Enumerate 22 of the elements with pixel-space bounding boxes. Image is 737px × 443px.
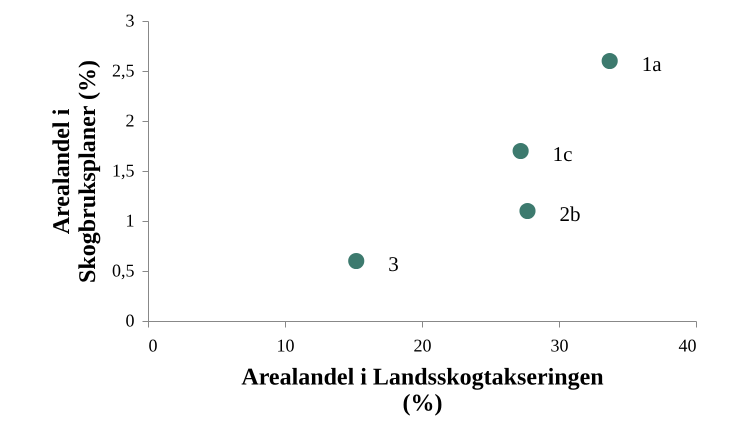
y-tick-label: 1,5 xyxy=(112,160,134,180)
point xyxy=(512,142,529,160)
y-tick-label: 0,5 xyxy=(112,260,134,280)
y-tick-label: 3 xyxy=(126,10,134,30)
x-axis-title: Arealandel i Landsskogtakseringen (%) xyxy=(241,364,604,416)
y-tick-label: 2,5 xyxy=(112,60,134,80)
point xyxy=(348,252,364,270)
y-tick-label: 1 xyxy=(126,210,134,230)
annotation: 3 xyxy=(388,252,399,276)
y-tick-label: 2 xyxy=(126,110,134,130)
annotation: 1a xyxy=(642,52,662,76)
x-tick-label: 20 xyxy=(414,336,432,356)
y-axis-title: Arealandel i Skogbruksplaner (%) xyxy=(49,60,101,283)
y-tick-label: 0 xyxy=(126,310,134,330)
point xyxy=(519,202,536,220)
x-tick-label: 0 xyxy=(148,336,158,356)
annotation: 2b xyxy=(559,202,580,226)
x-tick-label: 10 xyxy=(276,336,294,356)
x-tick-label: 30 xyxy=(550,336,568,356)
x-tick-label: 40 xyxy=(678,336,696,356)
annotation: 1c xyxy=(552,142,572,166)
point xyxy=(602,52,618,70)
